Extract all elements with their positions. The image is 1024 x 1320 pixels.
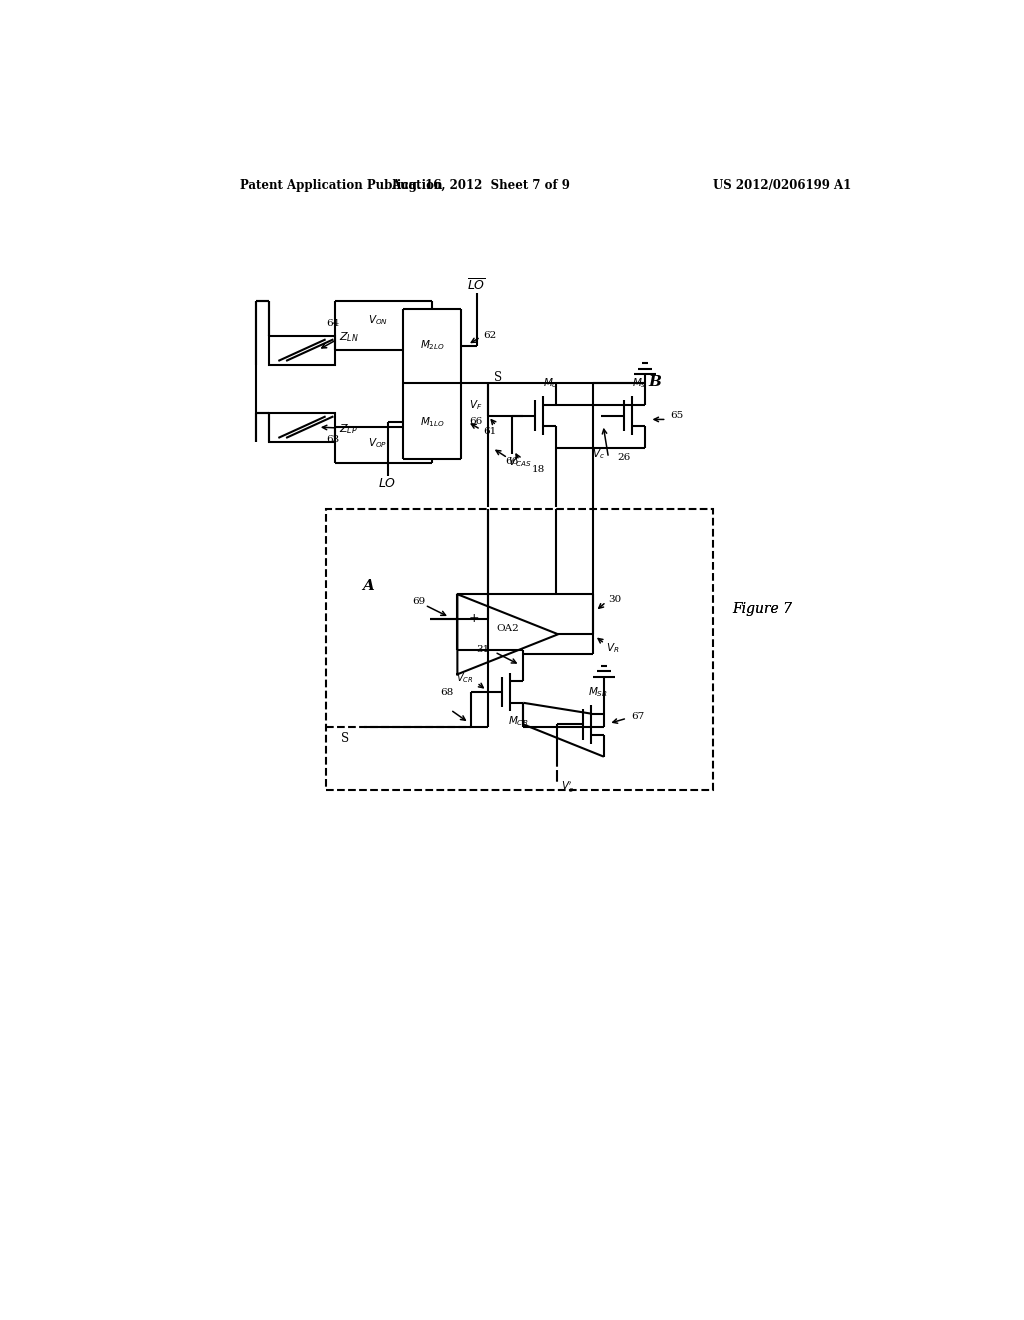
Text: $\overline{LO}$: $\overline{LO}$ [467,277,486,293]
Text: $M_c$: $M_c$ [543,376,558,391]
Text: A: A [362,578,374,593]
Text: $V_{CAS}$: $V_{CAS}$ [508,455,531,469]
Text: 64: 64 [327,319,340,329]
Text: Figure 7: Figure 7 [732,602,793,616]
Text: S: S [495,371,503,384]
Text: $V_F$: $V_F$ [469,397,482,412]
Text: Patent Application Publication: Patent Application Publication [241,178,442,191]
Text: $Z_{LN}$: $Z_{LN}$ [339,330,358,345]
Text: $V_c'$: $V_c'$ [561,780,573,795]
Text: OA2: OA2 [497,623,519,632]
Text: 63: 63 [327,436,340,444]
Text: 65: 65 [671,411,684,420]
Text: $Z_{LP}$: $Z_{LP}$ [339,422,357,437]
Text: +: + [469,612,479,626]
Text: 30: 30 [608,595,622,605]
Text: $V_{CR}$: $V_{CR}$ [456,672,474,685]
Text: 18: 18 [532,465,546,474]
Text: B: B [648,375,662,388]
Text: $V_{OP}$: $V_{OP}$ [369,437,388,450]
Text: $M_{SR}$: $M_{SR}$ [589,685,608,698]
Text: 26: 26 [617,454,631,462]
Bar [269,335,335,364]
Text: Figure 7: Figure 7 [732,602,793,616]
Text: $LO$: $LO$ [379,477,396,490]
Text: 68: 68 [440,688,454,697]
Text: $V_R$: $V_R$ [606,642,620,655]
Text: 62: 62 [483,331,497,341]
Text: $M_s$: $M_s$ [632,376,647,391]
Text: $-$: $-$ [469,643,480,656]
Text: $V_c$: $V_c$ [592,447,605,461]
Text: 67: 67 [632,713,645,721]
Text: 66: 66 [469,417,482,426]
Text: Aug. 16, 2012  Sheet 7 of 9: Aug. 16, 2012 Sheet 7 of 9 [391,178,570,191]
Bar [326,508,713,789]
Text: $M_{1LO}$: $M_{1LO}$ [420,414,444,429]
Bar [269,413,335,442]
Text: $M_{2LO}$: $M_{2LO}$ [420,339,444,352]
Text: S: S [341,731,349,744]
Text: 31: 31 [476,645,489,655]
Text: $M_{CR}$: $M_{CR}$ [508,714,528,729]
Text: US 2012/0206199 A1: US 2012/0206199 A1 [713,178,851,191]
Text: 66: 66 [505,457,518,466]
Text: $V_{ON}$: $V_{ON}$ [368,313,388,327]
Text: 69: 69 [412,598,425,606]
Text: 61: 61 [483,428,497,436]
